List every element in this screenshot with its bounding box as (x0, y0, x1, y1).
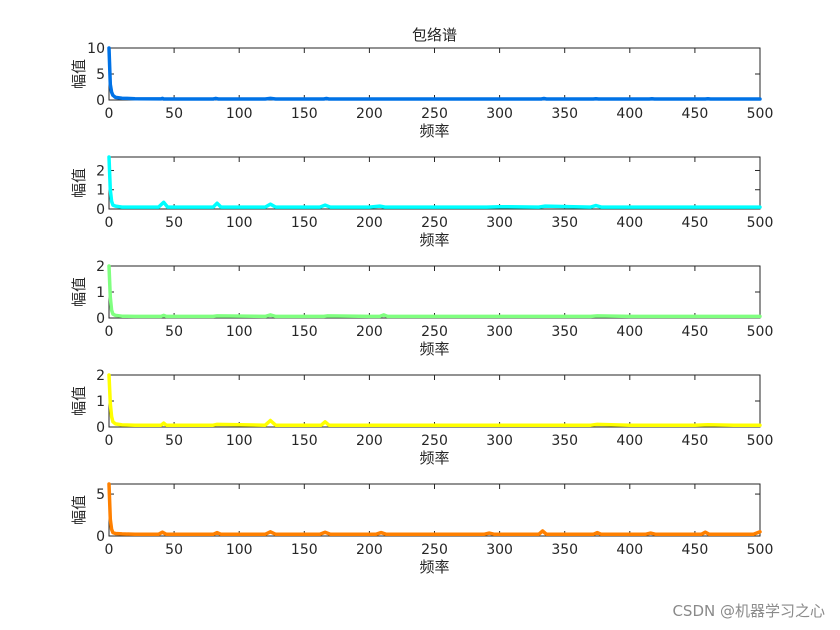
x-tick-label: 150 (291, 433, 318, 449)
x-tick-label: 100 (226, 542, 253, 558)
axes-box (108, 265, 761, 319)
x-tick-label: 0 (105, 433, 114, 449)
x-tick-label: 200 (356, 542, 383, 558)
y-axis-label: 幅值 (70, 168, 88, 198)
x-tick-label: 500 (747, 433, 774, 449)
x-axis-label: 频率 (419, 231, 449, 249)
x-tick-label: 200 (356, 324, 383, 340)
x-tick-label: 100 (226, 433, 253, 449)
spectrum-line (107, 373, 762, 427)
spectrum-line (107, 46, 762, 101)
y-tick-label: 0 (96, 93, 105, 109)
x-tick-label: 500 (747, 106, 774, 122)
x-tick-label: 50 (165, 542, 183, 558)
x-tick-label: 350 (551, 215, 578, 231)
x-tick-label: 400 (616, 215, 643, 231)
axes-box (108, 374, 761, 428)
x-axis-label: 频率 (419, 558, 449, 576)
x-tick-label: 150 (291, 215, 318, 231)
x-tick-label: 300 (486, 542, 513, 558)
spectrum-line (107, 482, 762, 537)
axes-box (108, 156, 761, 210)
x-tick-label: 450 (682, 215, 709, 231)
x-tick-label: 300 (486, 106, 513, 122)
x-tick-label: 300 (486, 215, 513, 231)
y-axis-label: 幅值 (70, 59, 88, 89)
x-tick-label: 300 (486, 324, 513, 340)
x-tick-label: 400 (616, 324, 643, 340)
watermark: CSDN @机器学习之心 (672, 602, 825, 620)
x-tick-label: 300 (486, 433, 513, 449)
x-tick-label: 500 (747, 324, 774, 340)
x-axis-label: 频率 (419, 340, 449, 358)
x-tick-label: 450 (682, 433, 709, 449)
x-tick-label: 100 (226, 324, 253, 340)
y-tick-label: 0 (96, 311, 105, 327)
x-axis-label: 频率 (419, 449, 449, 467)
x-tick-label: 200 (356, 215, 383, 231)
x-tick-label: 100 (226, 215, 253, 231)
x-tick-label: 250 (421, 542, 448, 558)
x-tick-label: 100 (226, 106, 253, 122)
x-tick-label: 50 (165, 215, 183, 231)
x-tick-label: 450 (682, 106, 709, 122)
x-tick-label: 450 (682, 542, 709, 558)
x-tick-label: 500 (747, 542, 774, 558)
x-tick-label: 50 (165, 433, 183, 449)
y-tick-label: 0 (96, 420, 105, 436)
y-tick-label: 2 (96, 368, 105, 384)
x-tick-label: 350 (551, 433, 578, 449)
y-tick-label: 5 (96, 67, 105, 83)
x-tick-label: 50 (165, 106, 183, 122)
y-tick-label: 2 (96, 163, 105, 179)
x-axis-label: 频率 (419, 122, 449, 140)
y-axis-label: 幅值 (70, 495, 88, 525)
axes-box (108, 483, 761, 537)
x-tick-label: 50 (165, 324, 183, 340)
x-tick-label: 0 (105, 324, 114, 340)
spectrum-line (107, 264, 762, 319)
y-tick-label: 10 (87, 41, 105, 57)
y-tick-label: 1 (96, 183, 105, 199)
y-tick-label: 1 (96, 285, 105, 301)
x-tick-label: 350 (551, 324, 578, 340)
chart-title: 包络谱 (412, 26, 457, 44)
x-tick-label: 350 (551, 542, 578, 558)
y-axis-label: 幅值 (70, 277, 88, 307)
x-tick-label: 400 (616, 433, 643, 449)
x-tick-label: 400 (616, 542, 643, 558)
x-tick-label: 400 (616, 106, 643, 122)
subplot-1: 0 50 100 150 200 250 300 350 400 450 500 0 5 10 频率 幅值 包络… (70, 26, 773, 140)
y-tick-label: 0 (96, 202, 105, 218)
y-tick-label: 5 (96, 487, 105, 503)
x-tick-label: 200 (356, 433, 383, 449)
y-tick-label: 2 (96, 259, 105, 275)
x-tick-label: 250 (421, 433, 448, 449)
y-tick-label: 0 (96, 529, 105, 545)
x-tick-label: 200 (356, 106, 383, 122)
x-tick-label: 0 (105, 106, 114, 122)
subplot-4: 0 50 100 150 200 250 300 350 400 450 500 0 1 2 频率 幅值 (70, 368, 773, 467)
axes-box (108, 47, 761, 101)
subplot-3: 0 50 100 150 200 250 300 350 400 450 500 0 1 2 频率 幅值 (70, 259, 773, 358)
x-tick-label: 350 (551, 106, 578, 122)
x-tick-label: 150 (291, 542, 318, 558)
y-axis-label: 幅值 (70, 386, 88, 416)
x-tick-label: 250 (421, 324, 448, 340)
x-tick-label: 150 (291, 324, 318, 340)
spectrum-line (107, 155, 762, 209)
x-tick-label: 150 (291, 106, 318, 122)
x-tick-label: 450 (682, 324, 709, 340)
y-tick-label: 1 (96, 394, 105, 410)
x-tick-label: 0 (105, 215, 114, 231)
x-tick-label: 500 (747, 215, 774, 231)
x-tick-label: 250 (421, 215, 448, 231)
x-tick-label: 0 (105, 542, 114, 558)
x-tick-label: 250 (421, 106, 448, 122)
subplot-5: 0 50 100 150 200 250 300 350 400 450 500 0 5 频率 幅值 (70, 482, 774, 576)
